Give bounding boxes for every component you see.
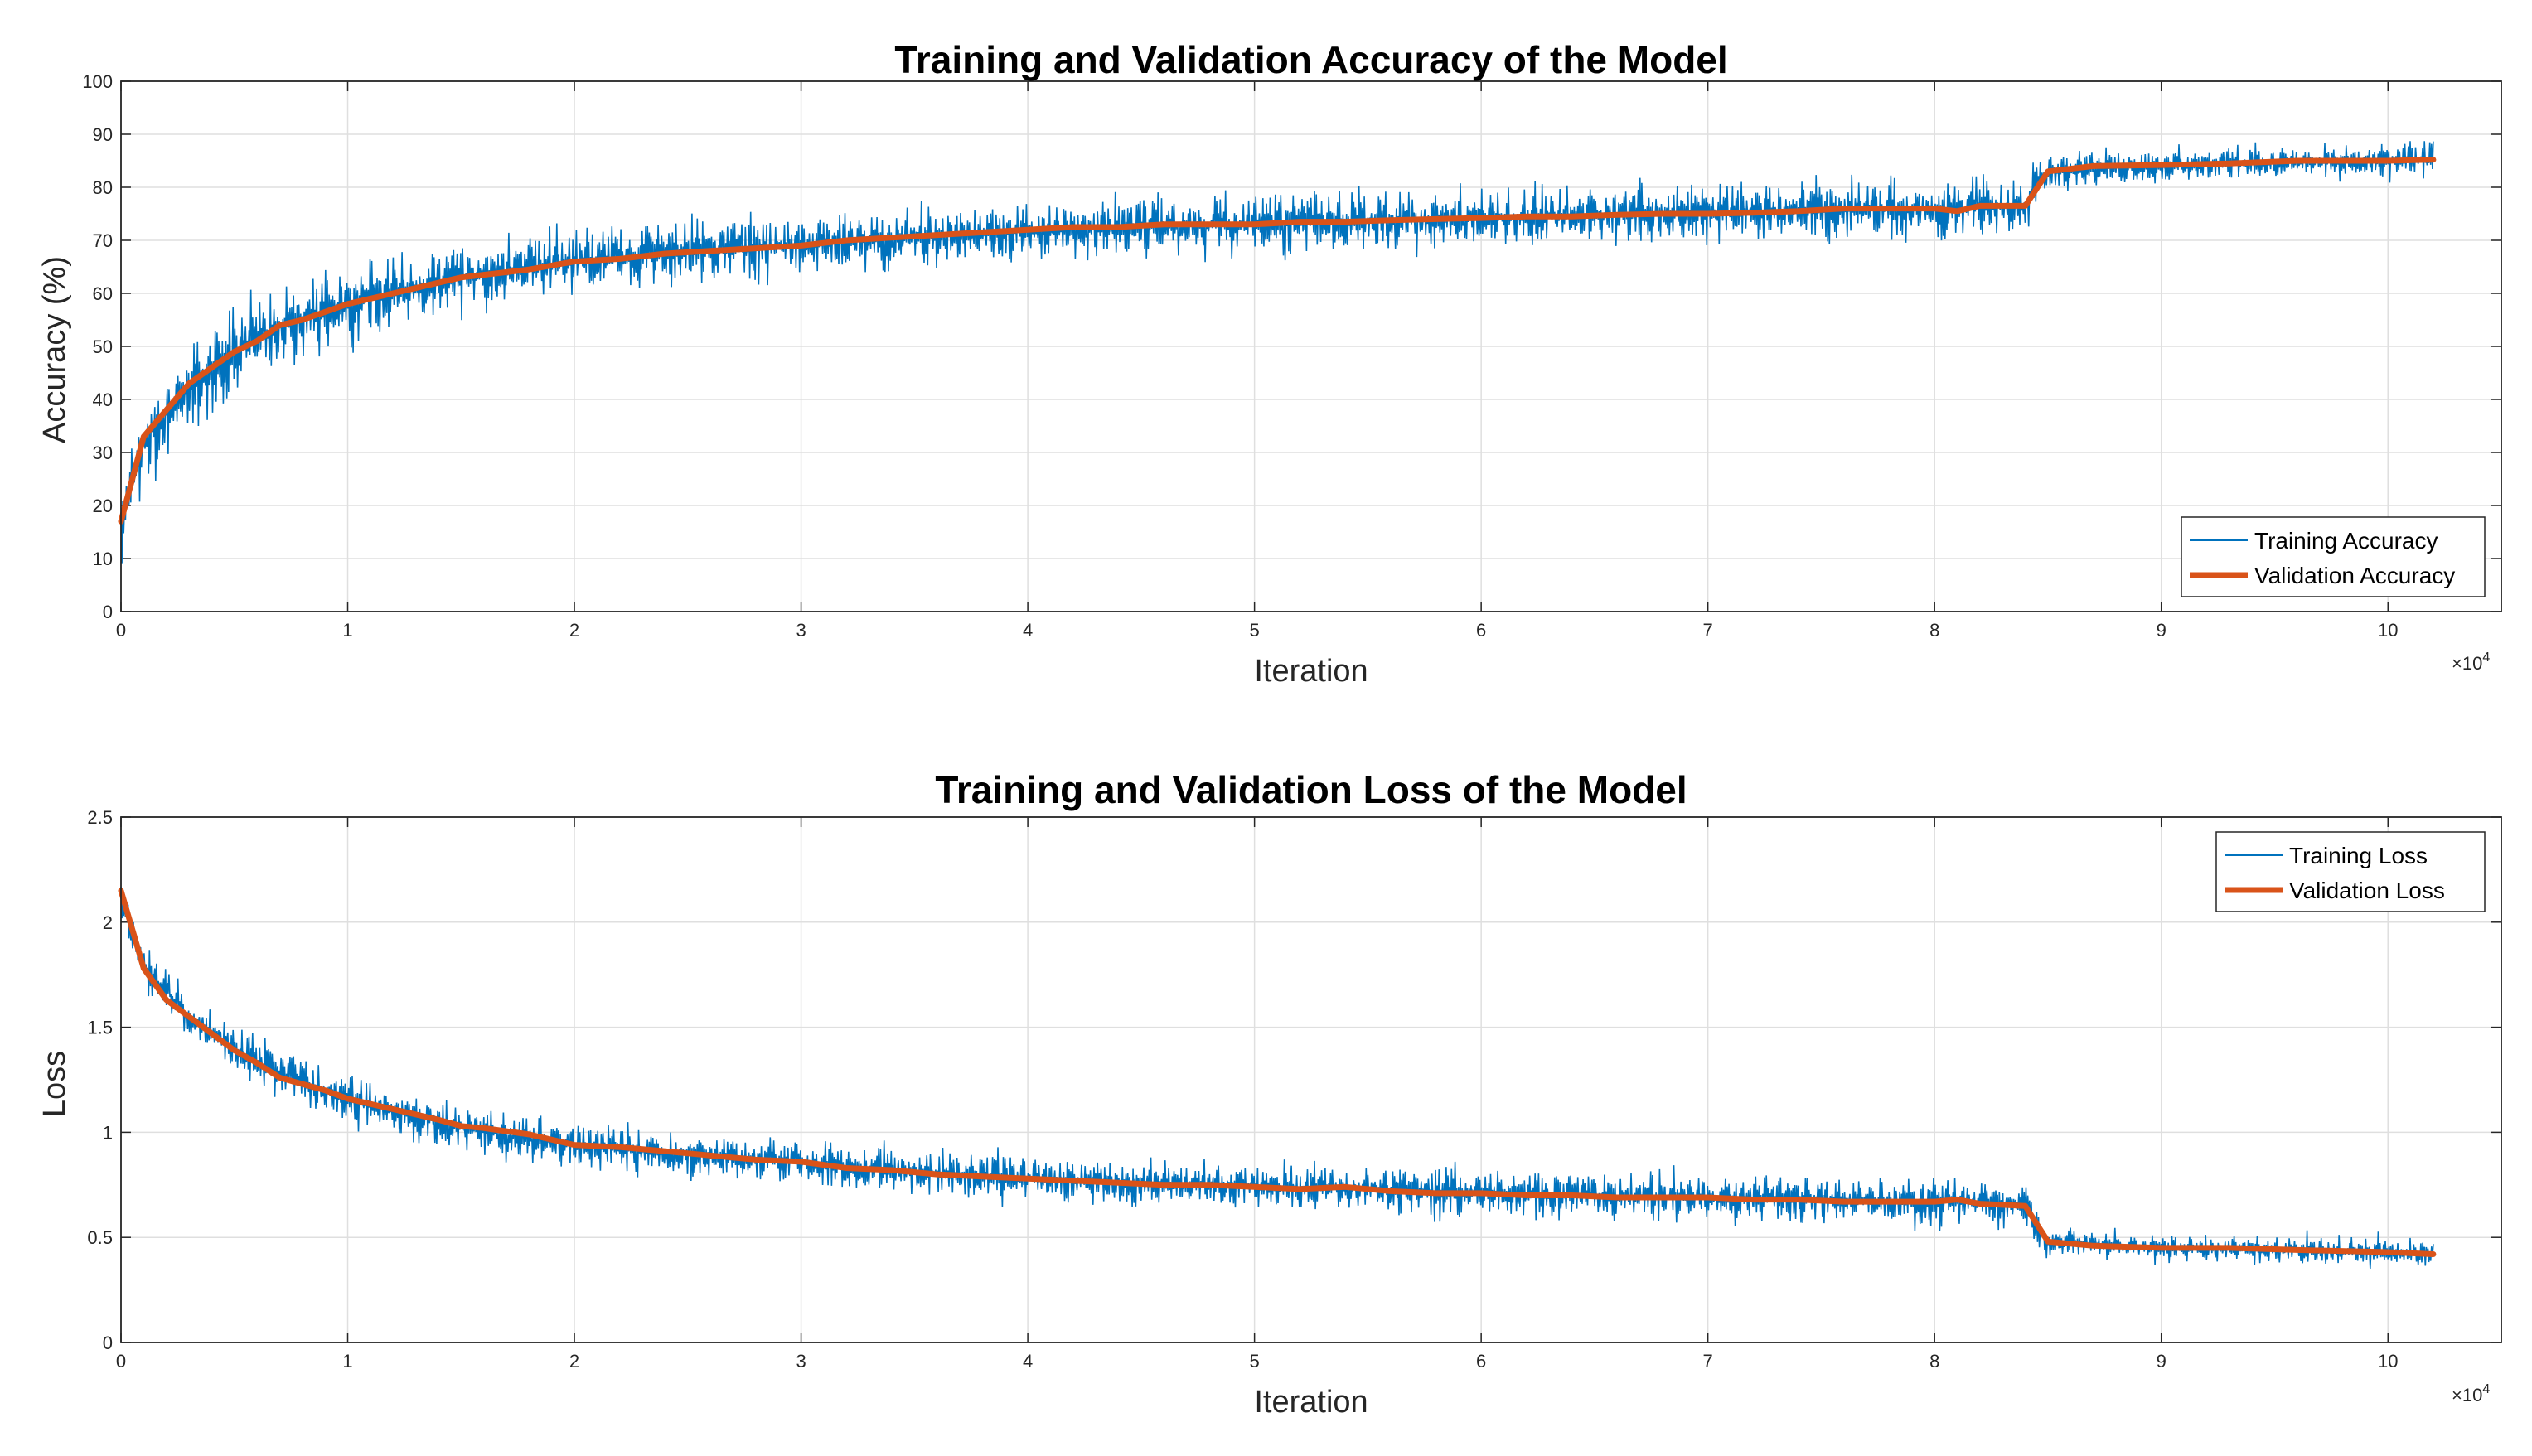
accuracy-y-axis-label: Accuracy (%) <box>37 256 72 443</box>
accuracy-x-tick-label: 10 <box>2378 620 2398 641</box>
accuracy-axes-box <box>120 80 2502 612</box>
accuracy-legend-box <box>2181 516 2486 597</box>
accuracy-x-tick-label: 3 <box>796 620 806 641</box>
loss-x-tick-label: 2 <box>569 1351 579 1371</box>
accuracy-chart: 0 1 2 3 4 5 6 7 8 9 100102030405060708090100Traini… <box>37 38 2502 689</box>
loss-y-tick-label: 2 <box>103 912 113 933</box>
loss-x-tick-label: 7 <box>1703 1351 1713 1371</box>
loss-x-tick-label: 1 <box>342 1351 352 1371</box>
loss-x-tick-label: 4 <box>1023 1351 1033 1371</box>
accuracy-legend: Training Accuracy Validation Accuracy <box>2181 516 2486 597</box>
loss-chart-title: Training and Validation Loss of the Mode… <box>935 768 1687 811</box>
accuracy-x-axis-label: Iteration <box>1254 654 1368 689</box>
loss-x-tick-label: 5 <box>1249 1351 1259 1371</box>
accuracy-y-tick-label: 20 <box>93 496 113 516</box>
loss-x-tick-label: 0 <box>116 1351 126 1371</box>
loss-chart: 0 1 2 3 4 5 6 7 8 9 10 0 0.5 1 1.5 2 2.5 Training Loss Val… <box>37 768 2502 1420</box>
accuracy-y-tick-label: 0 <box>103 602 113 622</box>
loss-x-tick-label: 10 <box>2378 1351 2398 1371</box>
loss-x-tick-label: 6 <box>1476 1351 1486 1371</box>
loss-y-tick-label: 1.5 <box>87 1018 113 1038</box>
loss-y-tick-label: 1 <box>103 1122 113 1143</box>
loss-x-tick-label: 8 <box>1929 1351 1939 1371</box>
accuracy-y-tick-label: 70 <box>93 230 113 251</box>
loss-legend-box <box>2215 831 2486 912</box>
loss-legend-label: Training Loss <box>2289 843 2428 868</box>
accuracy-y-tick-label: 10 <box>93 549 113 569</box>
loss-plot-area <box>121 817 2501 1342</box>
accuracy-chart-title: Training and Validation Accuracy of the … <box>894 38 1727 81</box>
loss-y-tick-label: 0 <box>103 1333 113 1353</box>
loss-x-multiplier: ×104 <box>2452 1382 2490 1405</box>
loss-x-tick-label: 9 <box>2157 1351 2166 1371</box>
loss-legend: Training Loss Validation Loss <box>2215 831 2486 912</box>
loss-y-tick-label: 2.5 <box>87 807 113 828</box>
accuracy-y-tick-label: 60 <box>93 283 113 304</box>
accuracy-x-tick-label: 6 <box>1476 620 1486 641</box>
accuracy-x-multiplier: ×104 <box>2452 651 2490 674</box>
accuracy-x-tick-label: 5 <box>1249 620 1259 641</box>
accuracy-legend-label: Validation Accuracy <box>2254 563 2455 588</box>
accuracy-y-tick-label: 90 <box>93 124 113 145</box>
accuracy-x-tick-label: 9 <box>2157 620 2166 641</box>
accuracy-x-tick-label: 8 <box>1929 620 1939 641</box>
accuracy-x-tick-label: 1 <box>342 620 352 641</box>
accuracy-x-tick-label: 2 <box>569 620 579 641</box>
accuracy-x-tick-label: 4 <box>1023 620 1033 641</box>
accuracy-legend-label: Training Accuracy <box>2254 528 2438 554</box>
loss-y-tick-label: 0.5 <box>87 1227 113 1248</box>
accuracy-y-tick-label: 80 <box>93 177 113 198</box>
loss-legend-label: Validation Loss <box>2289 878 2445 903</box>
accuracy-y-tick-label: 30 <box>93 443 113 463</box>
loss-y-axis-label: Loss <box>37 1051 72 1117</box>
accuracy-y-tick-label: 100 <box>82 71 113 92</box>
accuracy-x-tick-label: 0 <box>116 620 126 641</box>
loss-x-axis-label: Iteration <box>1254 1385 1368 1420</box>
accuracy-x-tick-label: 7 <box>1703 620 1713 641</box>
loss-axes-box <box>120 816 2502 1343</box>
accuracy-y-tick-label: 50 <box>93 336 113 357</box>
loss-x-tick-label: 3 <box>796 1351 806 1371</box>
accuracy-y-tick-label: 40 <box>93 389 113 410</box>
